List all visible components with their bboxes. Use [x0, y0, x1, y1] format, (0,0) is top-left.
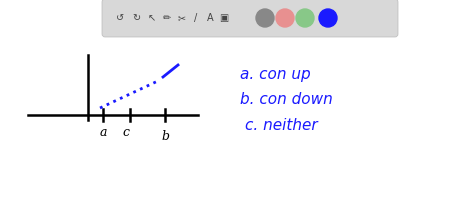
Text: ↺: ↺: [116, 13, 124, 23]
Text: b: b: [161, 130, 169, 142]
Text: a. con up: a. con up: [240, 68, 310, 83]
Text: A: A: [207, 13, 213, 23]
Text: /: /: [194, 13, 198, 23]
Text: ↻: ↻: [132, 13, 140, 23]
Text: c. neither: c. neither: [245, 118, 318, 132]
Circle shape: [276, 9, 294, 27]
Text: b. con down: b. con down: [240, 93, 333, 108]
FancyBboxPatch shape: [102, 0, 398, 37]
Circle shape: [319, 9, 337, 27]
Text: ✂: ✂: [178, 13, 186, 23]
Circle shape: [296, 9, 314, 27]
Text: c: c: [122, 126, 129, 140]
Text: ▣: ▣: [219, 13, 228, 23]
Circle shape: [256, 9, 274, 27]
Text: ✏: ✏: [163, 13, 171, 23]
Text: ↖: ↖: [148, 13, 156, 23]
Text: a: a: [99, 126, 107, 140]
